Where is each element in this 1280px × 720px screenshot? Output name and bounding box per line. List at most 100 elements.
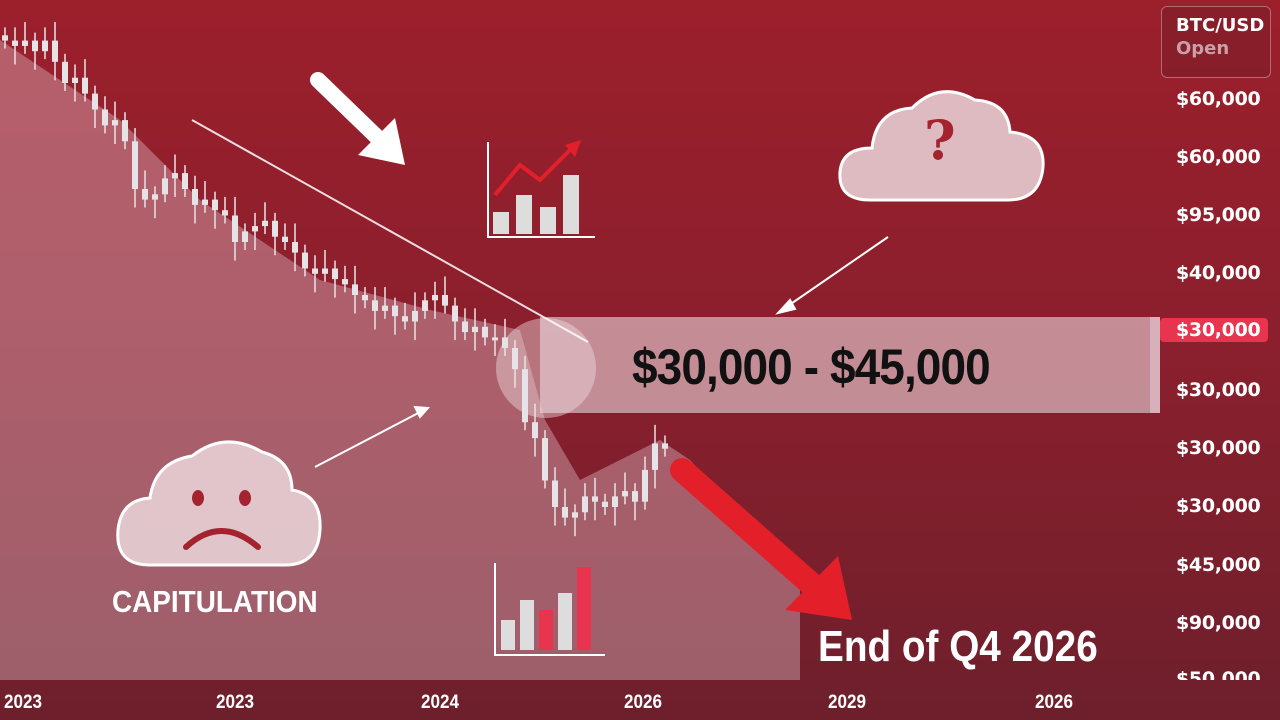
- bar-chart-icon: [494, 563, 605, 656]
- y-tick-label: $30,000: [1176, 495, 1261, 517]
- breakdown-highlight-circle: [496, 318, 596, 418]
- candle-body: [522, 369, 528, 423]
- candle-body: [182, 173, 188, 189]
- candle-body: [532, 422, 538, 439]
- candle-body: [392, 305, 398, 317]
- candle-body: [242, 231, 248, 242]
- question-cloud-icon: [838, 90, 1045, 202]
- y-tick-label: $90,000: [1176, 612, 1261, 634]
- ticker-symbol: BTC/USD: [1176, 15, 1265, 36]
- candle-body: [332, 268, 338, 280]
- candle-body: [352, 284, 358, 295]
- candle-body: [2, 35, 8, 41]
- candle-body: [662, 443, 668, 449]
- x-tick-label: 2023: [216, 692, 255, 713]
- x-tick-label: 2029: [828, 692, 867, 713]
- y-tick-label: $40,000: [1176, 262, 1261, 284]
- candle-body: [272, 220, 278, 237]
- candle-body: [432, 295, 438, 301]
- y-tick-label: $50,000: [1176, 668, 1261, 680]
- candle-body: [322, 268, 328, 274]
- candle-body: [32, 40, 38, 52]
- candle-body: [172, 173, 178, 179]
- candle-body: [372, 300, 378, 311]
- candle-body: [202, 199, 208, 205]
- x-tick-label: 2024: [421, 692, 460, 713]
- price-range-band: [540, 317, 1160, 413]
- candle-body: [492, 337, 498, 341]
- candle-body: [42, 40, 48, 52]
- candle-body: [152, 194, 158, 200]
- pointer-arrow-icon: [314, 236, 889, 468]
- candle-body: [442, 295, 448, 306]
- growth-chart-icon: [487, 140, 595, 238]
- current-price-label: $30,000: [1160, 318, 1269, 342]
- candle-body: [142, 189, 148, 200]
- candle-body: [122, 120, 128, 142]
- forecast-arrow-icon: [670, 458, 852, 620]
- candle-body: [312, 268, 318, 274]
- candle-body: [482, 326, 488, 338]
- ticker-badge[interactable]: BTC/USD Open: [1161, 6, 1271, 78]
- candle-body: [602, 501, 608, 507]
- candle-body: [212, 199, 218, 211]
- candle-body: [292, 242, 298, 253]
- candle-body: [652, 443, 658, 470]
- candle-body: [222, 210, 228, 216]
- candle-body: [302, 252, 308, 269]
- candle-body: [452, 305, 458, 322]
- x-tick-label: 2026: [1035, 692, 1074, 713]
- candle-body: [82, 77, 88, 94]
- candle-body: [252, 226, 258, 232]
- candle-body: [192, 189, 198, 205]
- candle-body: [512, 348, 518, 370]
- candle-body: [12, 40, 18, 46]
- candle-body: [22, 40, 28, 46]
- y-tick-label: $45,000: [1176, 554, 1261, 576]
- candle-body: [402, 316, 408, 322]
- price-scale-marker: [1150, 317, 1160, 413]
- candle-body: [232, 215, 238, 242]
- candle-body: [92, 93, 98, 110]
- candle-body: [462, 321, 468, 333]
- candle-body: [562, 507, 568, 518]
- y-tick-label: $60,000: [1176, 88, 1261, 110]
- candles: [2, 22, 668, 537]
- trendline: [191, 119, 589, 343]
- x-tick-label: 2023: [4, 692, 43, 713]
- candle-body: [382, 305, 388, 311]
- candle-body: [632, 491, 638, 502]
- capitulation-label: CAPITULATION: [112, 584, 318, 619]
- y-tick-label: $60,000: [1176, 146, 1261, 168]
- candle-body: [72, 77, 78, 83]
- candle-body: [262, 220, 268, 227]
- candle-body: [582, 496, 588, 513]
- price-range-label: $30,000 - $45,000: [632, 339, 991, 395]
- sad-cloud-icon: [116, 440, 322, 567]
- candle-body: [162, 178, 168, 195]
- candle-body: [542, 438, 548, 481]
- target-date-label: End of Q4 2026: [818, 622, 1098, 671]
- candle-body: [552, 480, 558, 507]
- candle-body: [592, 496, 598, 502]
- y-tick-label: $95,000: [1176, 204, 1261, 226]
- candle-body: [612, 496, 618, 507]
- market-status: Open: [1176, 38, 1230, 59]
- y-tick-label: $30,000: [1176, 379, 1261, 401]
- candle-body: [422, 300, 428, 311]
- candle-body: [62, 61, 68, 83]
- candle-body: [642, 469, 648, 502]
- candle-body: [102, 109, 108, 126]
- x-tick-label: 2026: [624, 692, 663, 713]
- candle-body: [472, 326, 478, 333]
- down-arrow-icon: [310, 72, 405, 165]
- y-tick-label: $30,000: [1176, 437, 1261, 459]
- question-mark-text: ?: [924, 108, 956, 172]
- candle-body: [52, 40, 58, 62]
- candle-body: [412, 310, 418, 322]
- candle-body: [502, 337, 508, 348]
- candle-body: [282, 236, 288, 242]
- candle-body: [572, 512, 578, 518]
- candle-body: [342, 279, 348, 285]
- candle-body: [622, 491, 628, 497]
